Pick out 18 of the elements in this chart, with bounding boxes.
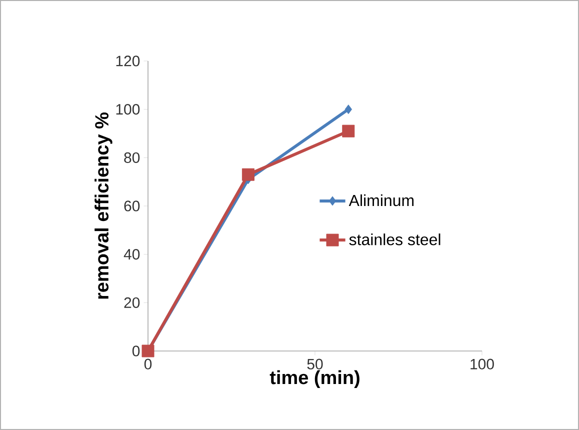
y-tick-label: 80 <box>124 152 140 163</box>
x-tick-label: 100 <box>470 358 494 370</box>
legend-label: stainles steel <box>349 233 440 246</box>
y-tick-label: 100 <box>116 104 140 115</box>
x-tick-label: 0 <box>144 358 152 370</box>
legend-label: Aliminum <box>348 194 414 206</box>
y-tick-label: 120 <box>116 56 140 66</box>
point <box>344 104 352 114</box>
x-axis-title: time (min) <box>270 370 360 388</box>
y-tick-label: 20 <box>124 297 140 308</box>
point <box>242 168 254 181</box>
point <box>142 344 154 358</box>
y-tick-label: 40 <box>124 249 140 260</box>
y-axis-title: removal efficiency % <box>94 112 112 299</box>
y-tick-label: 60 <box>124 200 140 212</box>
point <box>342 124 355 138</box>
y-tick-label: 0 <box>132 346 140 356</box>
x-tick-label: 50 <box>307 358 323 370</box>
